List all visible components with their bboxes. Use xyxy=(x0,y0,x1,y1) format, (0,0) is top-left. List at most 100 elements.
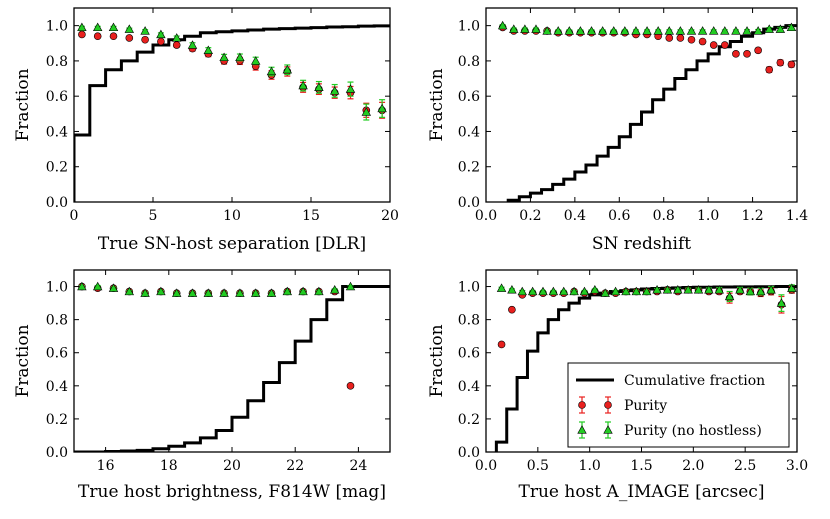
x-axis-label: True SN-host separation [DLR] xyxy=(98,234,366,254)
y-tick-label: 0.4 xyxy=(46,124,68,140)
x-tick-label: 2.5 xyxy=(734,458,756,474)
y-tick-label: 0.2 xyxy=(458,412,480,428)
purity-no-hostless-point xyxy=(786,22,797,32)
purity-no-hostless-point xyxy=(266,66,277,76)
purity-no-hostless-point xyxy=(704,285,714,294)
y-tick-label: 0.8 xyxy=(458,313,480,329)
purity-no-hostless-point xyxy=(731,26,741,35)
cumulative-fraction-line xyxy=(74,24,390,202)
purity-no-hostless-point xyxy=(642,26,652,35)
cumulative-fraction-line xyxy=(494,285,797,452)
x-tick-label: 0.0 xyxy=(475,208,497,224)
purity-no-hostless-point xyxy=(298,80,308,90)
purity-no-hostless-point xyxy=(542,26,552,35)
y-tick-label: 0.0 xyxy=(46,445,68,461)
purity-point xyxy=(157,37,165,46)
y-axis-label: Fraction xyxy=(13,324,33,397)
x-tick-label: 0.2 xyxy=(519,208,541,224)
purity-no-hostless-point xyxy=(203,288,214,297)
purity-point xyxy=(141,35,149,44)
y-tick-label: 0.4 xyxy=(458,379,480,395)
y-tick-label: 0.0 xyxy=(458,445,480,461)
purity-no-hostless-point xyxy=(377,103,387,113)
purity-no-hostless-point xyxy=(171,33,182,42)
legend: Cumulative fraction Purity Purity (no host… xyxy=(567,362,790,448)
axes-frame xyxy=(485,7,798,203)
purity-no-hostless-point xyxy=(345,281,356,291)
purity-no-hostless-point xyxy=(219,288,229,297)
purity-point xyxy=(346,382,355,390)
purity-no-hostless-point xyxy=(756,286,766,296)
purity-no-hostless-point xyxy=(108,283,119,292)
purity-no-hostless-point xyxy=(124,24,135,33)
purity-no-hostless-point xyxy=(620,26,630,35)
purity-no-hostless-point xyxy=(720,26,730,35)
y-axis-label: Fraction xyxy=(427,68,447,141)
purity-point xyxy=(765,65,774,74)
legend-purity-marker xyxy=(578,401,586,409)
purity-no-hostless-point xyxy=(314,82,324,92)
y-axis-label: Fraction xyxy=(13,68,33,141)
y-tick-label: 0.4 xyxy=(46,379,68,395)
legend-nohost-label: Purity (no hostless) xyxy=(624,423,762,439)
purity-point xyxy=(497,340,506,349)
purity-no-hostless-point xyxy=(203,45,214,54)
y-tick-label: 0.2 xyxy=(458,160,480,176)
purity-no-hostless-point xyxy=(156,286,166,296)
y-tick-label: 0.6 xyxy=(46,346,68,362)
purity-no-hostless-point xyxy=(742,26,752,35)
purity-no-hostless-point xyxy=(509,24,519,33)
legend-nohost-marker xyxy=(577,425,587,434)
purity-no-hostless-point xyxy=(108,22,119,32)
purity-point xyxy=(93,32,102,41)
purity-no-hostless-point xyxy=(235,52,245,62)
purity-no-hostless-point xyxy=(673,285,683,294)
purity-no-hostless-point xyxy=(548,286,559,296)
purity-no-hostless-point xyxy=(140,26,150,35)
plot-area xyxy=(497,20,797,202)
purity-point xyxy=(709,41,718,49)
x-tick-label: 1.0 xyxy=(579,458,601,474)
purity-no-hostless-point xyxy=(693,285,704,294)
purity-no-hostless-point xyxy=(77,281,87,291)
purity-no-hostless-point xyxy=(708,26,719,35)
purity-no-hostless-point xyxy=(298,286,308,296)
y-tick-label: 0.6 xyxy=(458,346,480,362)
legend-purity-label: Purity xyxy=(624,398,667,414)
purity-no-hostless-point xyxy=(187,40,198,49)
purity-point xyxy=(787,60,796,69)
purity-point xyxy=(78,30,86,39)
y-tick-label: 0.0 xyxy=(458,195,480,211)
purity-no-hostless-point xyxy=(753,26,763,35)
purity-no-hostless-point xyxy=(775,24,786,33)
purity-no-hostless-point xyxy=(329,285,340,294)
purity-no-hostless-point xyxy=(652,285,662,294)
purity-no-hostless-point xyxy=(527,286,538,296)
purity-point xyxy=(687,35,696,44)
legend-purity-marker xyxy=(604,401,612,409)
purity-no-hostless-point xyxy=(531,24,541,33)
purity-no-hostless-point xyxy=(496,283,507,292)
x-tick-label: 10 xyxy=(223,208,241,224)
purity-no-hostless-point xyxy=(507,285,517,294)
purity-no-hostless-point xyxy=(600,288,610,297)
purity-no-hostless-point xyxy=(590,285,600,294)
purity-no-hostless-point xyxy=(662,285,673,294)
purity-no-hostless-point xyxy=(140,288,150,297)
legend-cumulative-label: Cumulative fraction xyxy=(624,373,765,389)
purity-no-hostless-point xyxy=(520,24,530,33)
purity-no-hostless-point xyxy=(610,286,621,296)
y-tick-label: 0.8 xyxy=(46,54,68,70)
panel-4: 0.0 0.5 1.0 1.5 2.0 2.5 3.0 0.0 0.2 0.4 0.6 0.8 1.0 T… xyxy=(427,269,808,502)
purity-no-hostless-point xyxy=(735,285,745,294)
x-tick-label: 20 xyxy=(381,208,399,224)
purity-no-hostless-point xyxy=(675,26,686,35)
purity-no-hostless-point xyxy=(724,291,735,301)
purity-no-hostless-point xyxy=(282,64,293,74)
purity-no-hostless-point xyxy=(219,52,229,62)
x-tick-label: 18 xyxy=(160,458,178,474)
x-tick-label: 16 xyxy=(97,458,115,474)
x-tick-label: 1.5 xyxy=(630,458,652,474)
y-tick-label: 0.0 xyxy=(46,195,68,211)
